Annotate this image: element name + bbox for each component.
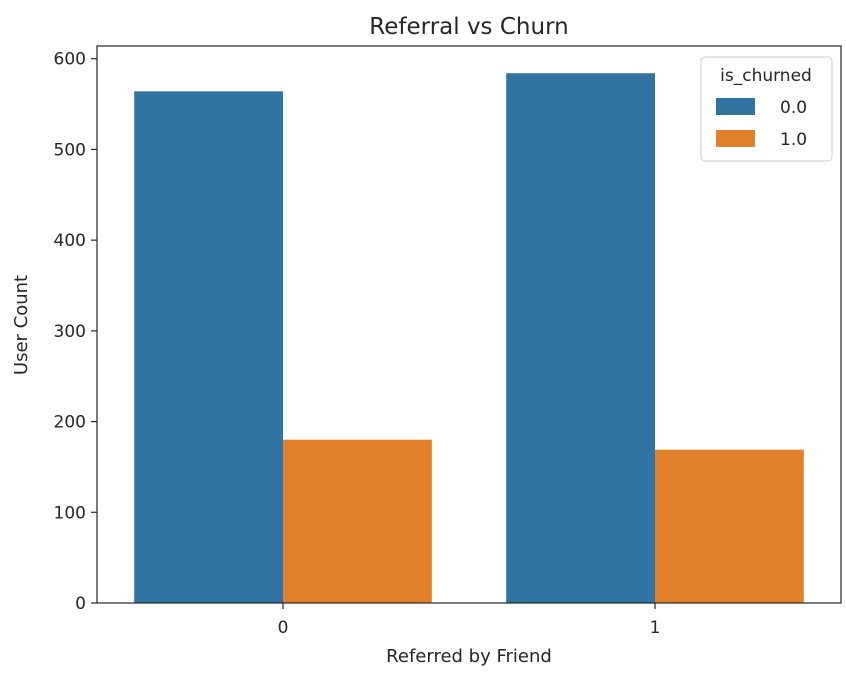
bars-layer: [134, 73, 804, 604]
legend-entries: 0.0 1.0: [716, 98, 807, 150]
y-tick-label: 100: [54, 503, 86, 523]
legend-label-series-0: 0.0: [780, 98, 807, 118]
x-tick-label: 0: [278, 618, 289, 638]
y-tick-label: 500: [54, 140, 86, 160]
y-axis: 0 100 200 300 400 500 600: [54, 50, 97, 614]
y-tick-label: 600: [54, 50, 86, 70]
legend-swatch-series-1: [716, 130, 755, 147]
y-axis-label: User Count: [11, 275, 32, 375]
y-tick-label: 200: [54, 413, 86, 433]
y-tick-label: 0: [75, 594, 86, 614]
bar-0-series-0: [134, 91, 283, 603]
y-tick-label: 300: [54, 322, 86, 342]
bar-1-series-0: [506, 73, 655, 604]
legend: is_churned 0.0 1.0: [700, 56, 833, 162]
legend-label-series-1: 1.0: [780, 130, 807, 150]
plot-frame: [96, 45, 842, 604]
chart-title: Referral vs Churn: [369, 14, 568, 40]
x-axis-label: Referred by Friend: [386, 646, 552, 667]
bar-0-series-1: [283, 439, 432, 603]
bar-1-series-1: [655, 449, 804, 603]
x-tick-label: 1: [650, 618, 661, 638]
y-tick-label: 400: [54, 231, 86, 251]
legend-swatch-series-0: [716, 98, 755, 115]
legend-title: is_churned: [720, 66, 812, 86]
